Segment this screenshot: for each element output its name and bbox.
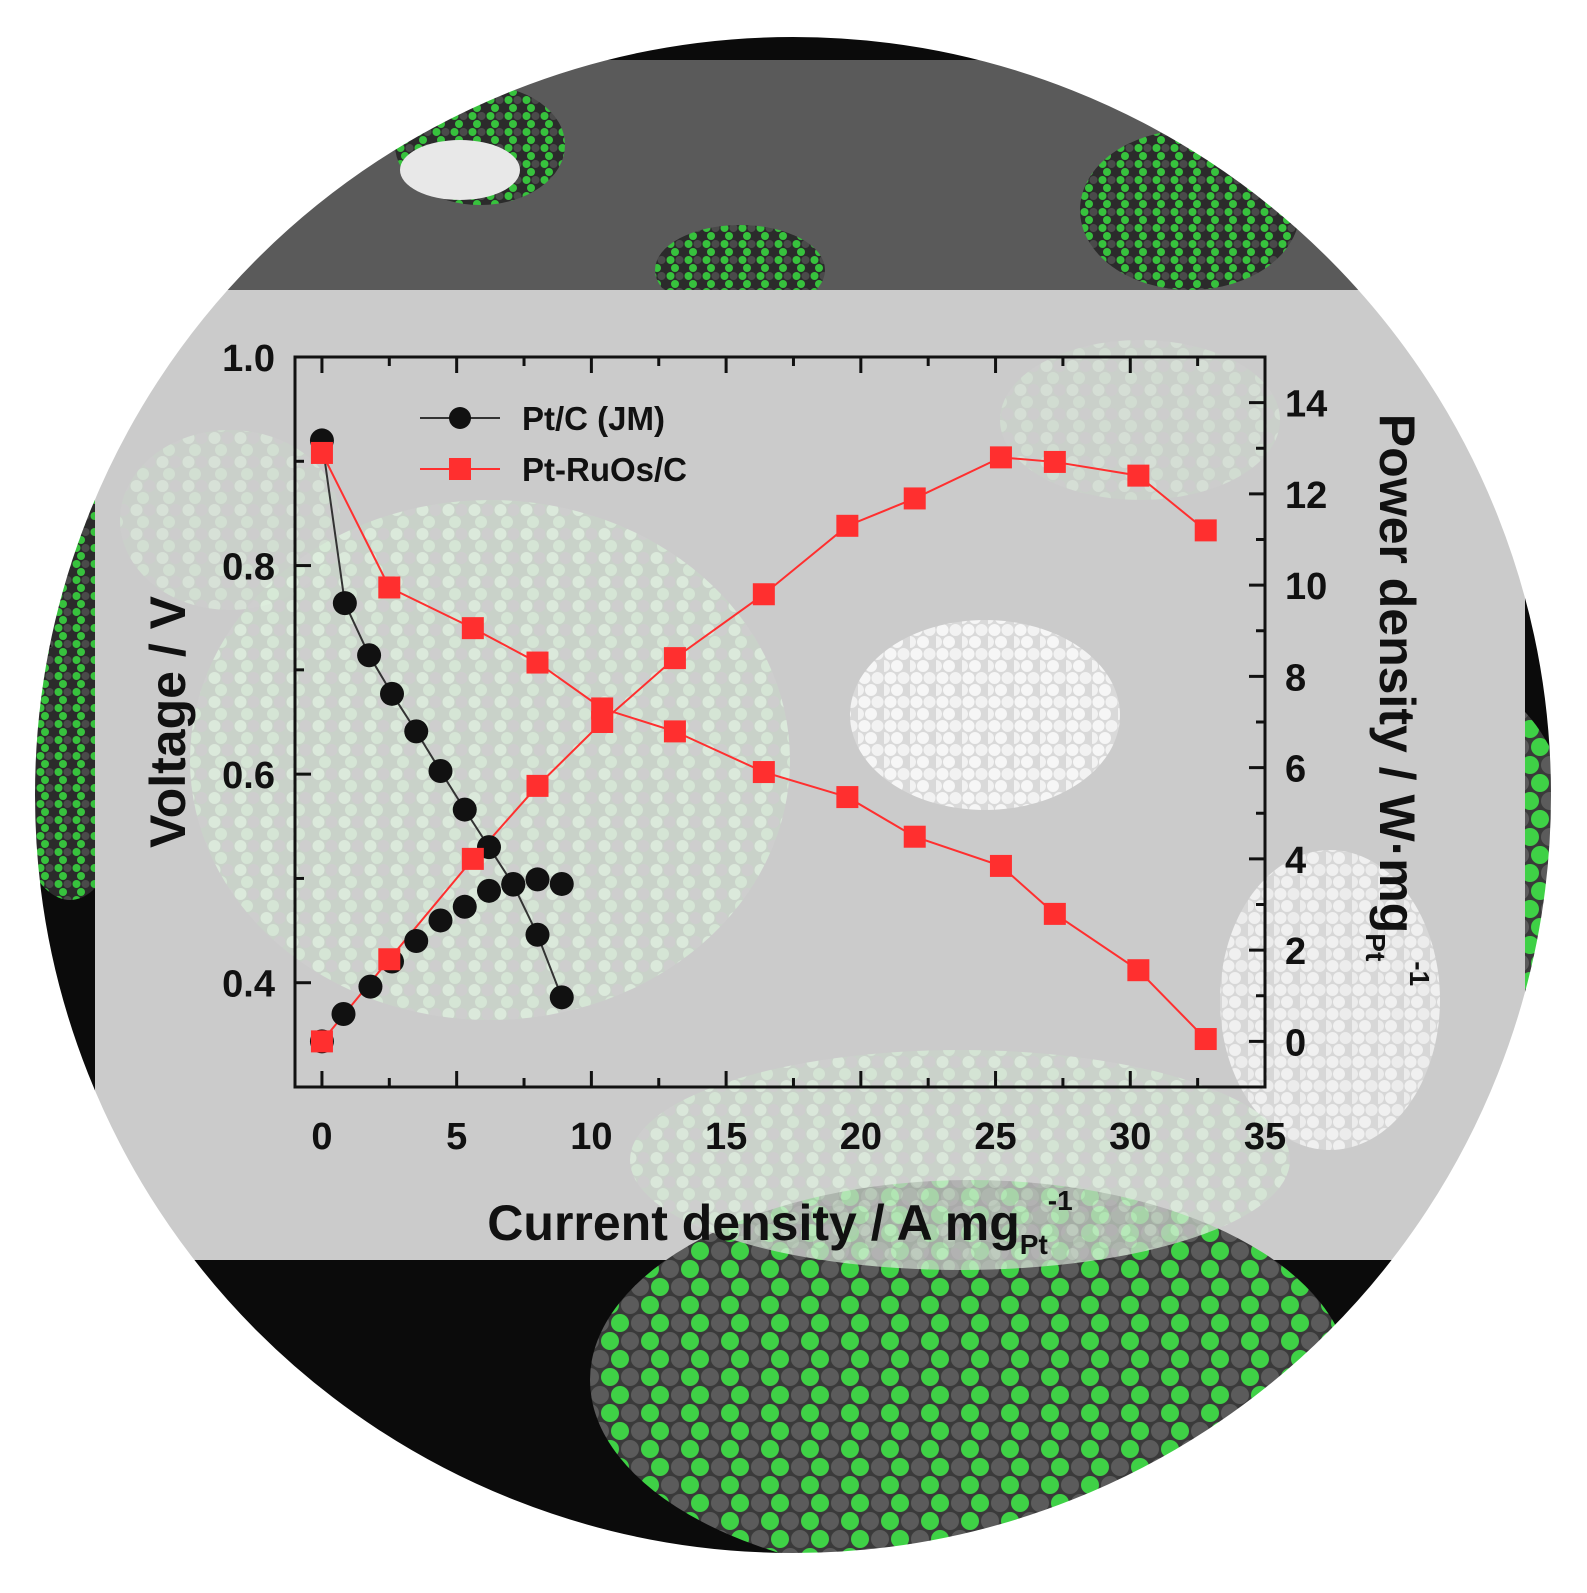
data-point-pt-c-jm [549, 985, 574, 1010]
y-right-tick-label: 4 [1285, 840, 1306, 882]
y-right-tick-label: 12 [1285, 475, 1327, 517]
data-point-pt-c-jm-power [331, 1002, 356, 1026]
data-point-pt-ruos-c-power [378, 948, 401, 971]
x-tick-label: 30 [1109, 1116, 1151, 1158]
y-right-tick-label: 8 [1285, 657, 1306, 699]
data-point-pt-c-jm [332, 591, 357, 616]
data-point-pt-c-jm-power [477, 878, 501, 903]
data-point-pt-ruos-c-power [989, 446, 1012, 469]
legend-marker-pt-c [449, 407, 471, 429]
y-right-tick-label: 14 [1285, 384, 1327, 426]
axis-ticks [295, 355, 1267, 1089]
data-point-pt-ruos-c-power [1194, 519, 1217, 542]
data-point-pt-ruos-c-power [591, 711, 614, 733]
data-point-pt-ruos-c-power [836, 514, 859, 537]
data-point-pt-ruos-c [752, 761, 775, 784]
data-point-pt-c-jm [357, 643, 382, 668]
y-axis-right-label-subscript: Pt [1360, 933, 1391, 961]
x-axis-label-superscript: -1 [1048, 1185, 1073, 1216]
legend-label-pt-c: Pt/C (JM) [522, 400, 665, 437]
data-point-pt-c-jm [380, 681, 404, 706]
data-point-pt-ruos-c-power [1043, 450, 1066, 473]
data-point-pt-ruos-c [1194, 1028, 1217, 1051]
data-point-pt-c-jm-power [358, 974, 383, 999]
data-point-pt-ruos-c [836, 786, 859, 809]
legend-marker-pt-ruos [449, 458, 471, 480]
data-point-pt-c-jm-power [525, 867, 550, 892]
y-right-tick-label: 6 [1285, 749, 1306, 791]
x-tick-label: 5 [446, 1116, 467, 1158]
data-point-pt-ruos-c-power [1127, 464, 1150, 487]
data-point-pt-ruos-c-power [663, 647, 686, 670]
data-point-pt-ruos-c [310, 441, 333, 464]
data-point-pt-c-jm [452, 797, 477, 822]
data-point-pt-ruos-c-power [903, 487, 926, 510]
x-axis-label: Current density / A mgPt-1 [487, 1185, 1072, 1260]
data-point-pt-c-jm-power [404, 929, 429, 953]
x-axis-label-subscript: Pt [1020, 1229, 1048, 1260]
y-right-tick-label: 0 [1285, 1022, 1306, 1064]
y-left-tick-label: 0.8 [222, 547, 275, 589]
tick-labels: 0 5 10 15 20 25 30 35 0.4 0.6 0.8 1.0 0 2 4 6 8 10 12 14 [222, 338, 1327, 1158]
data-point-pt-ruos-c-power [752, 583, 775, 606]
data-point-pt-ruos-c [1127, 959, 1150, 982]
data-point-pt-c-jm-power [549, 871, 574, 896]
data-points [309, 428, 1217, 1054]
data-point-pt-ruos-c-power [310, 1030, 333, 1053]
data-point-pt-ruos-c-power [461, 847, 484, 870]
y-left-tick-label: 0.6 [222, 755, 275, 797]
data-point-pt-ruos-c-power [526, 774, 549, 797]
x-tick-label: 10 [570, 1116, 612, 1158]
data-point-pt-ruos-c [378, 576, 401, 599]
x-tick-label: 0 [311, 1116, 332, 1158]
y-axis-right-label: Power density / W·mgPt-1 [1360, 414, 1435, 986]
x-tick-label: 20 [840, 1116, 882, 1158]
y-axis-right-label-superscript: -1 [1404, 961, 1435, 986]
y-axis-left-label: Voltage / V [140, 595, 196, 848]
y-left-tick-label: 0.4 [222, 964, 275, 1006]
legend: Pt/C (JM) Pt-RuOs/C [420, 400, 687, 488]
data-point-pt-c-jm [525, 922, 550, 947]
data-point-pt-ruos-c [526, 651, 549, 674]
data-point-pt-c-jm [428, 759, 453, 784]
y-right-tick-label: 10 [1285, 566, 1327, 608]
data-point-pt-c-jm-power [501, 871, 526, 896]
legend-label-pt-ruos: Pt-RuOs/C [522, 451, 687, 488]
y-right-tick-label: 2 [1285, 931, 1306, 973]
x-tick-label: 15 [705, 1116, 747, 1158]
data-point-pt-ruos-c [903, 825, 926, 848]
y-left-tick-label: 1.0 [222, 338, 275, 380]
data-point-pt-ruos-c [989, 854, 1012, 877]
data-point-pt-ruos-c [1043, 902, 1066, 925]
x-tick-label: 35 [1244, 1116, 1286, 1158]
data-point-pt-ruos-c [663, 720, 686, 743]
data-point-pt-c-jm [404, 719, 429, 744]
data-point-pt-c-jm-power [428, 908, 453, 933]
data-point-pt-c-jm-power [452, 894, 477, 919]
x-tick-label: 25 [974, 1116, 1016, 1158]
data-point-pt-ruos-c [461, 617, 484, 640]
